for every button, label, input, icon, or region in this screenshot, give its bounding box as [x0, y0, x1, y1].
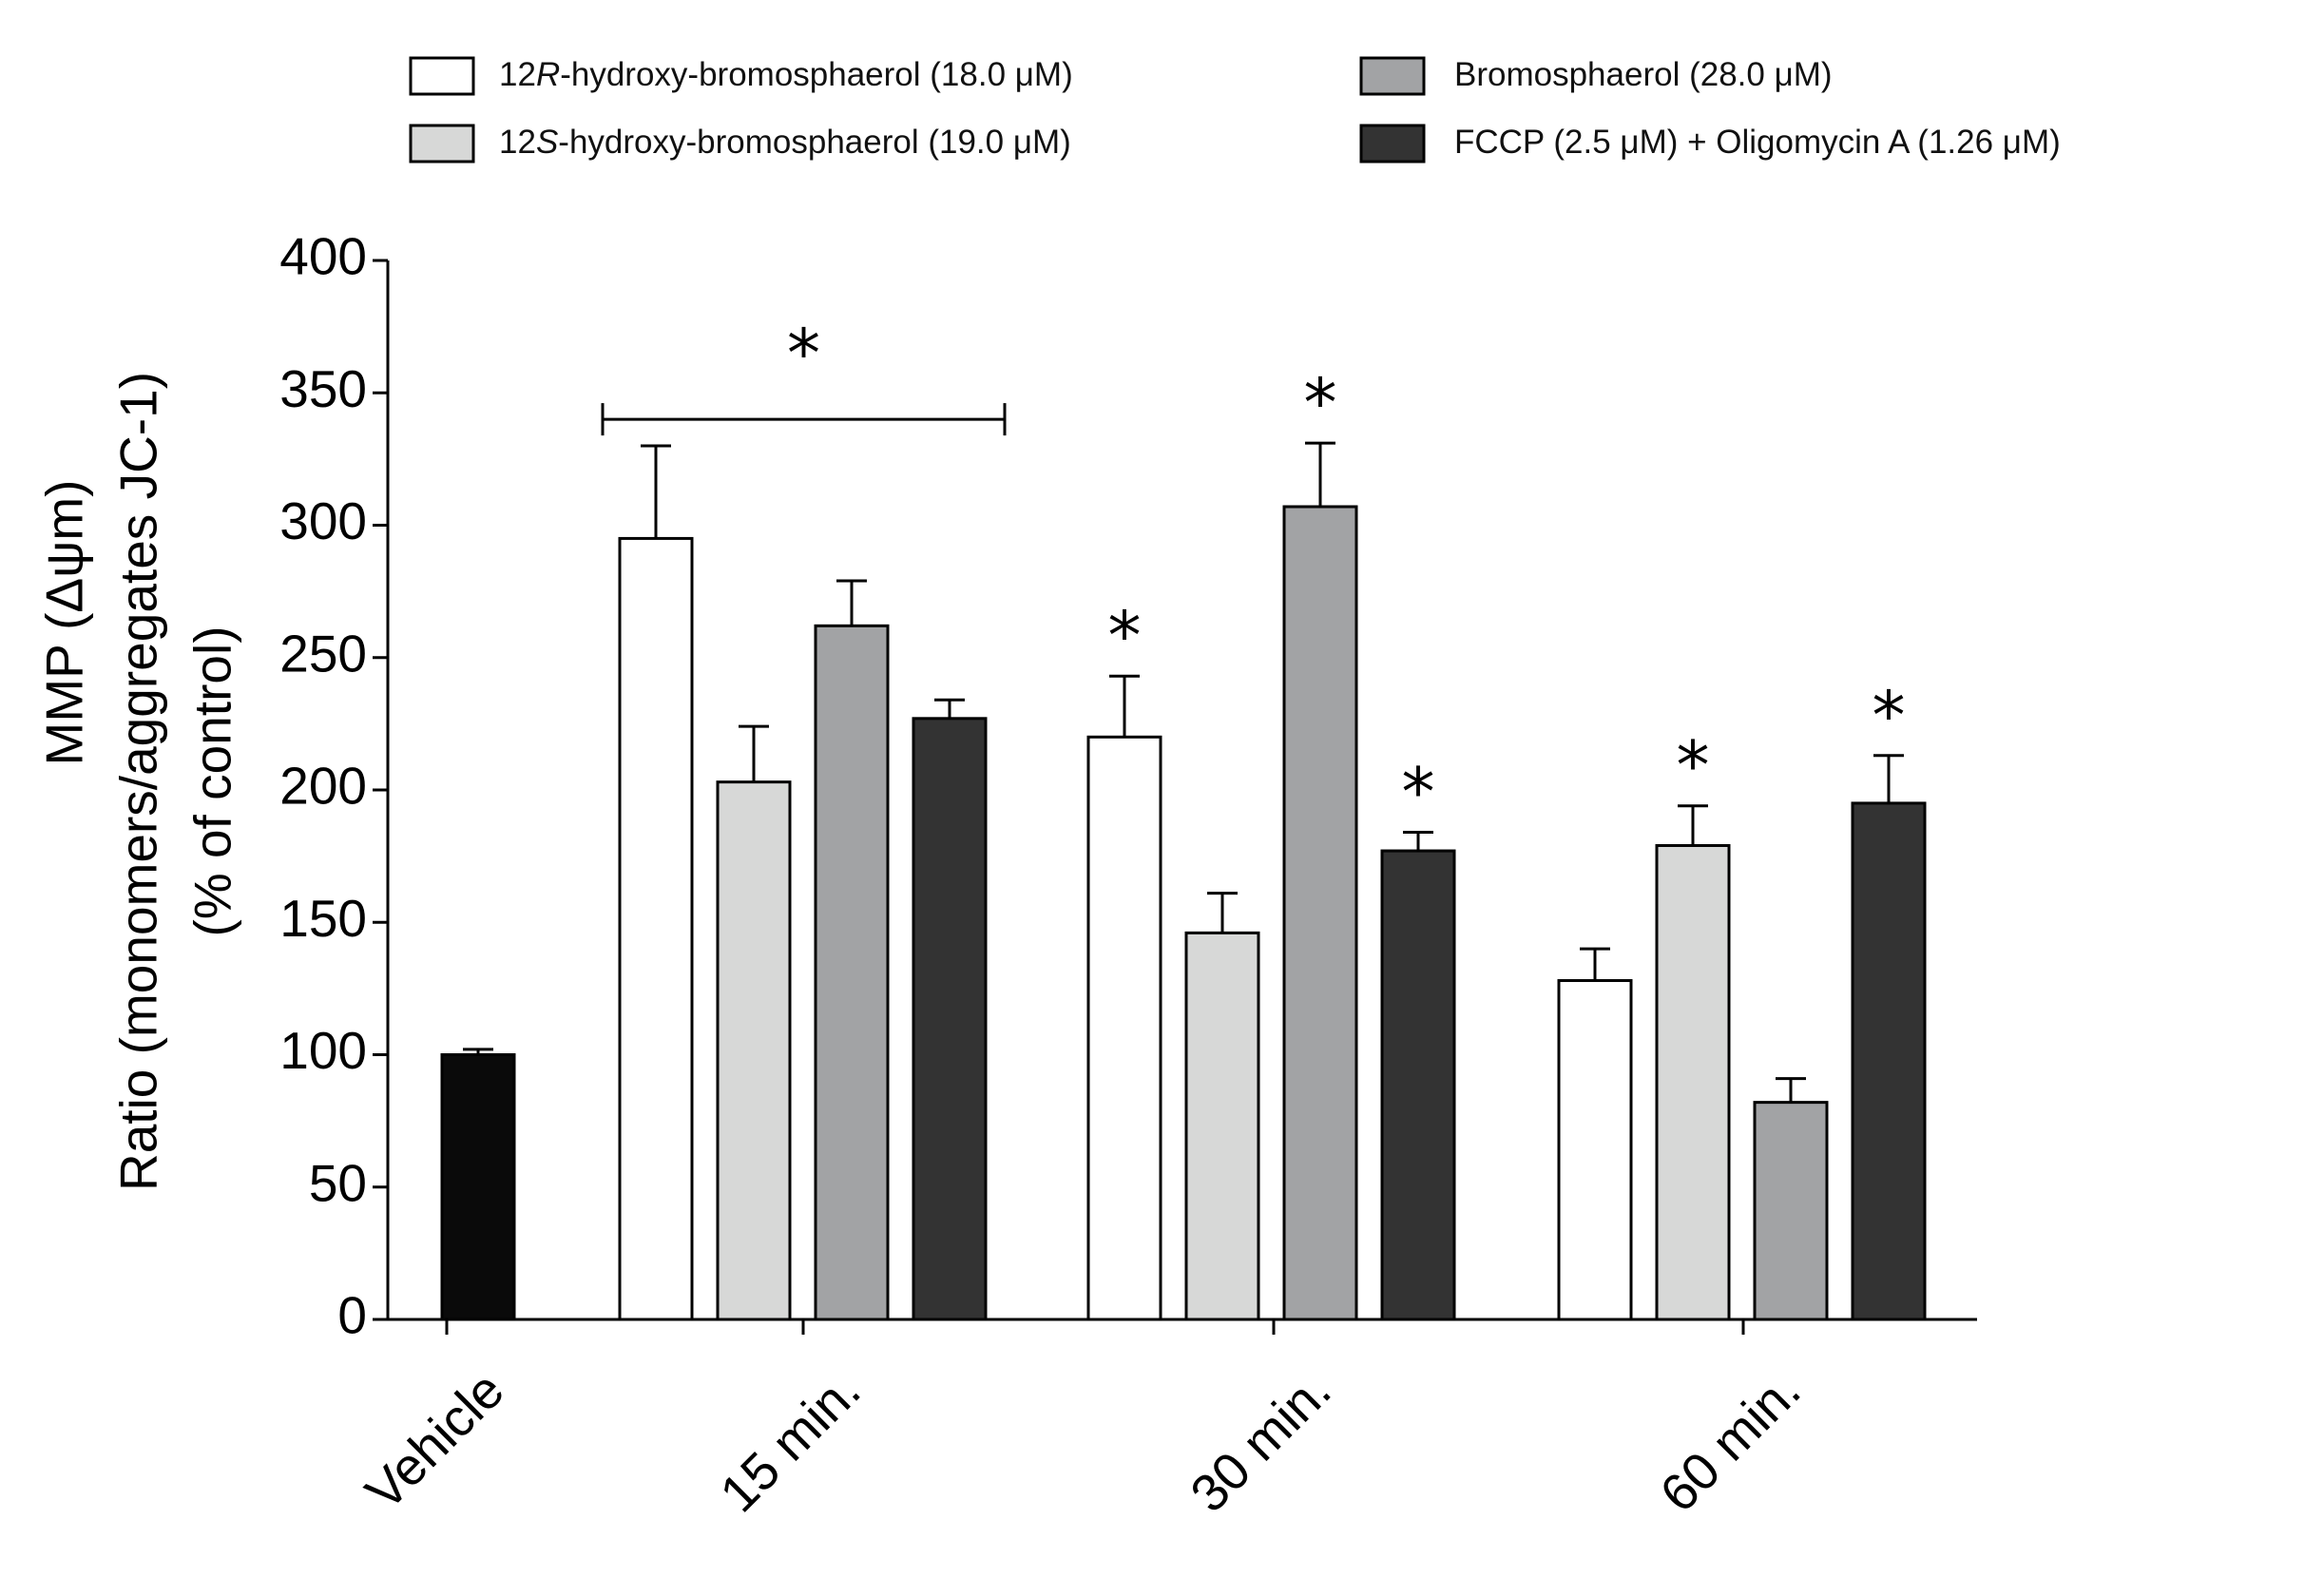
- y-axis-title-line-1: MMP (Δψm): [35, 480, 94, 766]
- y-tick-label: 300: [279, 491, 367, 550]
- y-axis-title-line-2: Ratio (monomers/aggregates JC-1): [109, 372, 168, 1191]
- bar-vehicle: [440, 1053, 516, 1321]
- legend-label-prefix: 12: [499, 124, 536, 161]
- y-axis-title: MMP (Δψm) Ratio (monomers/aggregates JC-1…: [35, 372, 242, 1191]
- y-axis-title-line-3: (% of control): [183, 625, 242, 936]
- legend-label-text: FCCP (2.5 μM) + Oligomycin A (1.26 μM): [1454, 124, 2061, 161]
- significance-star: *: [1677, 727, 1710, 805]
- legend-swatch-1: [409, 56, 475, 96]
- y-tick-label: 150: [279, 889, 367, 948]
- y-tick-label: 200: [279, 757, 367, 816]
- significance-annotations: * * * * * *: [601, 315, 1906, 832]
- significance-star: *: [1873, 677, 1906, 755]
- bar-series-1-15min: [618, 536, 694, 1321]
- y-tick-label: 250: [279, 624, 367, 683]
- legend-swatch-3: [1359, 56, 1426, 96]
- legend-label-4: FCCP (2.5 μM) + Oligomycin A (1.26 μM): [1454, 124, 2061, 161]
- legend-swatch-4: [1359, 124, 1426, 164]
- y-tick-label: 400: [279, 227, 367, 286]
- y-tick-label: 50: [309, 1153, 367, 1212]
- y-tick-label: 100: [279, 1021, 367, 1080]
- significance-star: *: [1108, 597, 1142, 675]
- x-tick-label: 15 min.: [708, 1360, 871, 1523]
- legend-label-2: 12S-hydroxy-bromosphaerol (19.0 μM): [499, 124, 1071, 161]
- bar-series-4-30min: [1380, 849, 1456, 1321]
- legend-label-text: Bromosphaerol (28.0 μM): [1454, 56, 1833, 93]
- legend-label-3: Bromosphaerol (28.0 μM): [1454, 56, 1833, 93]
- legend-swatch-2: [409, 124, 475, 164]
- significance-star: *: [1304, 364, 1337, 442]
- y-tick-label: 0: [337, 1286, 367, 1345]
- legend-label-italic: R: [536, 56, 560, 93]
- bar-series-1-30min: [1086, 735, 1162, 1321]
- bars: [440, 441, 1927, 1321]
- legend-label-text: -hydroxy-bromosphaerol (19.0 μM): [558, 124, 1071, 161]
- x-tick-label: 60 min.: [1648, 1360, 1811, 1523]
- bar-series-3-15min: [814, 624, 890, 1321]
- legend-label-1: 12R-hydroxy-bromosphaerol (18.0 μM): [499, 56, 1073, 93]
- bar-series-4-60min: [1851, 801, 1927, 1321]
- y-tick-label: 350: [279, 359, 367, 418]
- bracket-star: *: [787, 315, 820, 393]
- x-tick-label: 30 min.: [1179, 1360, 1341, 1523]
- bar-series-2-15min: [716, 780, 792, 1321]
- bar-series-1-60min: [1557, 979, 1633, 1321]
- legend-label-text: -hydroxy-bromosphaerol (18.0 μM): [560, 56, 1073, 93]
- legend-label-prefix: 12: [499, 56, 536, 93]
- bar-series-4-15min: [912, 717, 988, 1321]
- x-tick-label: Vehicle: [355, 1360, 515, 1521]
- legend-label-italic: S: [536, 124, 558, 161]
- bar-series-2-60min: [1655, 843, 1731, 1321]
- bar-series-3-30min: [1282, 505, 1358, 1321]
- significance-star: *: [1402, 754, 1435, 832]
- bar-series-2-30min: [1184, 931, 1260, 1321]
- legend: 12R-hydroxy-bromosphaerol (18.0 μM)12S-h…: [409, 56, 2061, 164]
- bar-series-3-60min: [1753, 1101, 1829, 1321]
